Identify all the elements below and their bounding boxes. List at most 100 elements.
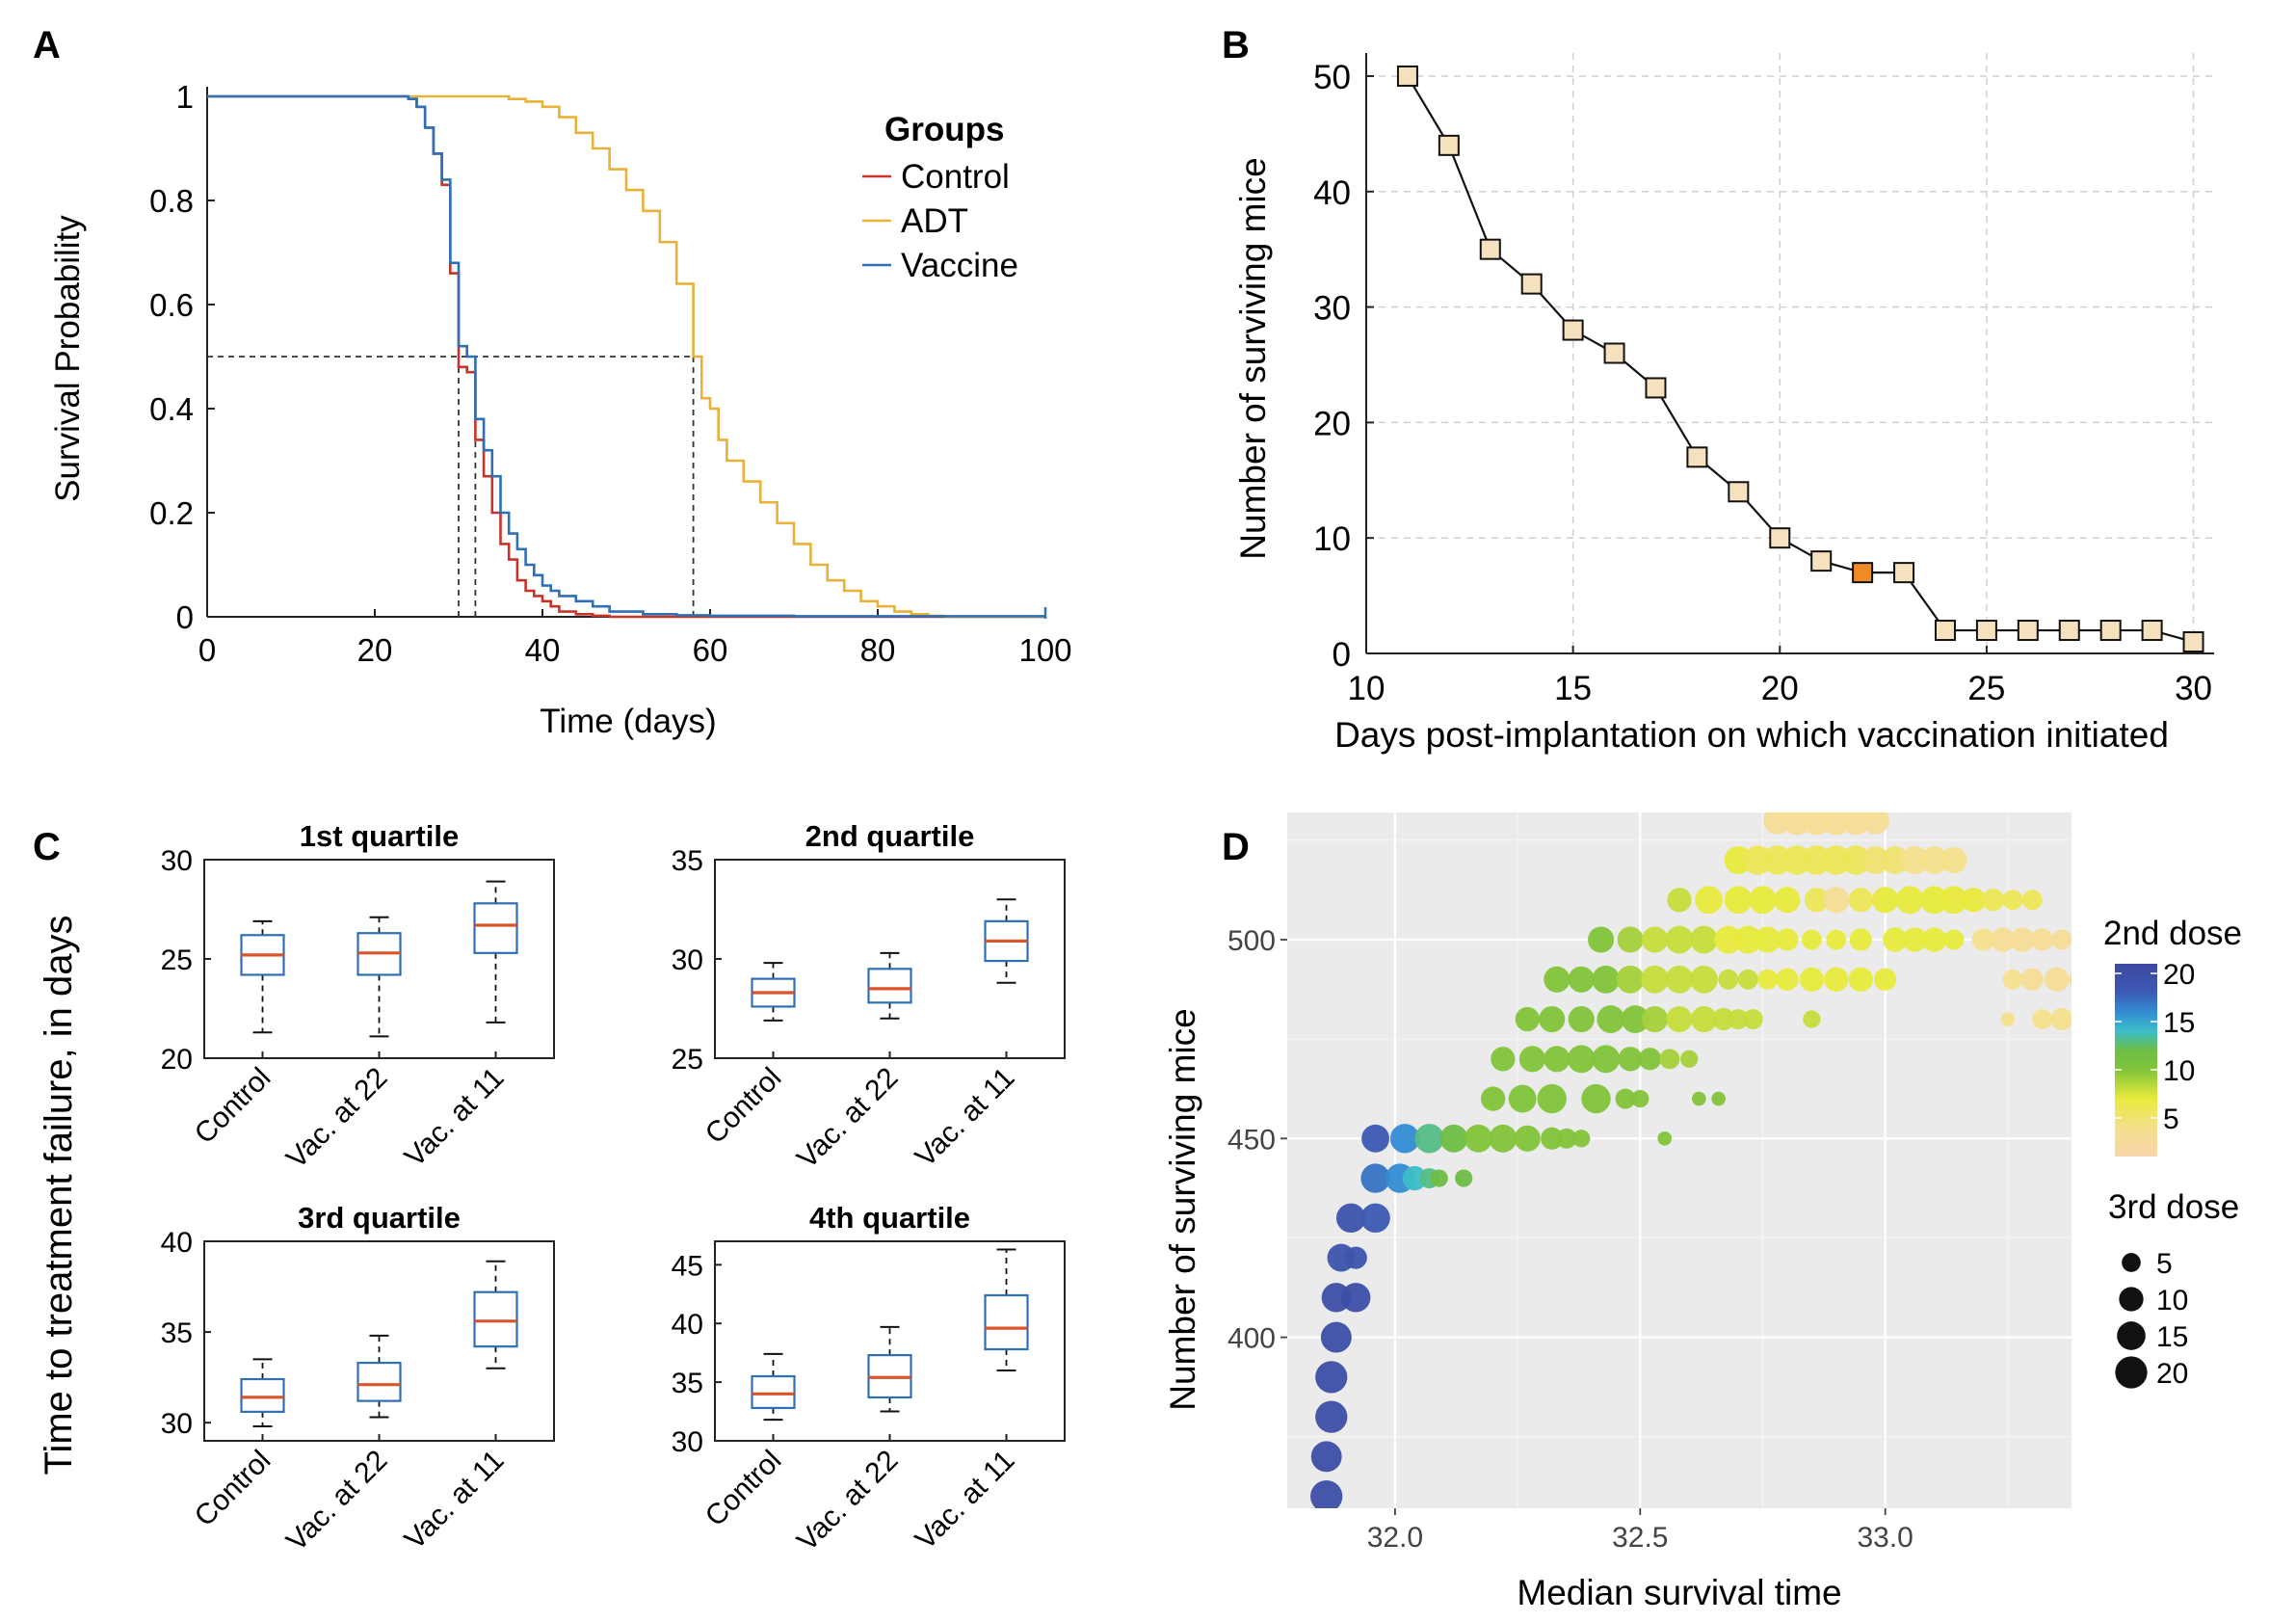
panel-b-y-tick-label: 0 <box>1333 636 1351 674</box>
panel-b-marker <box>1686 446 1708 468</box>
panel-c-y-tick-label: 35 <box>161 1317 193 1349</box>
panel-c-box <box>984 1293 1029 1351</box>
panel-d-point <box>1402 1165 1427 1191</box>
panel-d-size-key <box>2117 1321 2146 1350</box>
panel-b-y-tick-label: 30 <box>1313 290 1351 328</box>
panel-c-y-tick-label: 20 <box>161 1044 193 1076</box>
panel-d-point <box>1621 1005 1649 1033</box>
panel-d-point <box>1310 1479 1343 1508</box>
panel-a-y-tick-label: 0 <box>176 599 194 635</box>
panel-b-marker <box>2182 631 2204 653</box>
panel-c-x-tick-label: Control <box>189 1445 277 1533</box>
panel-b-line <box>1406 75 2194 644</box>
panel-d-point <box>1776 968 1799 991</box>
panel-d-dose-scatter: Median survival time Number of surviving… <box>1163 812 2242 1612</box>
panel-d-point <box>2000 1012 2016 1026</box>
panel-c-y-tick-label: 30 <box>672 944 703 976</box>
panel-d-point <box>2020 968 2044 991</box>
panel-b-marker <box>2058 620 2080 642</box>
panel-d-color-bar <box>2115 964 2157 1157</box>
panel-d-point <box>1920 846 1948 874</box>
panel-b-marker <box>1438 134 1460 156</box>
panel-d-point <box>1568 1005 1595 1033</box>
panel-d-point <box>1733 925 1762 954</box>
panel-d-point <box>1597 1005 1625 1033</box>
panel-c-subplot-title: 3rd quartile <box>298 1201 461 1235</box>
panel-b-ylabel: Number of surviving mice <box>1233 157 1273 559</box>
panel-d-point <box>1826 929 1847 950</box>
panel-b-xlabel: Days post-implantation on which vaccinat… <box>1334 715 2169 755</box>
panel-d-color-tick-label: 10 <box>2163 1055 2195 1087</box>
panel-label-b: B <box>1222 24 1250 66</box>
panel-d-point <box>1714 925 1743 954</box>
panel-d-size-key <box>2115 1356 2148 1389</box>
panel-d-point <box>1666 1005 1693 1033</box>
panel-d-point <box>1389 1124 1420 1154</box>
panel-b-y-tick-label: 40 <box>1313 174 1351 212</box>
panel-d-point <box>1335 1203 1366 1234</box>
panel-d-point <box>1849 928 1872 951</box>
panel-a-x-tick-label: 20 <box>357 632 393 668</box>
panel-d-point <box>1861 812 1889 835</box>
panel-c-y-tick-label: 25 <box>161 944 193 976</box>
panel-c-ylabel: Time to treatment failure, in days <box>38 916 80 1476</box>
panel-c-box <box>473 902 518 954</box>
panel-b-marker <box>2099 620 2122 642</box>
panel-d-point <box>1824 967 1849 992</box>
panel-d-point <box>1902 927 1927 952</box>
panel-d-y-tick-label: 400 <box>1227 1323 1276 1355</box>
panel-d-size-tick-label: 10 <box>2156 1285 2188 1316</box>
panel-d-point <box>2050 1007 2072 1031</box>
panel-c-x-tick-label: Vac. at 11 <box>399 1445 511 1556</box>
panel-d-point <box>1799 967 1825 992</box>
panel-d-point <box>1728 1009 1749 1030</box>
panel-d-point <box>2021 890 2043 911</box>
panel-b-marker <box>1769 527 1791 549</box>
panel-d-size-tick-label: 15 <box>2156 1321 2188 1353</box>
panel-c-boxplots: Time to treatment failure, in days 1st q… <box>38 819 1066 1557</box>
panel-d-point <box>1742 1009 1763 1030</box>
panel-d-point <box>1592 965 1621 994</box>
panel-c-x-tick-label: Vac. at 22 <box>791 1062 904 1175</box>
panel-d-point <box>1641 965 1669 994</box>
panel-d-point <box>1491 1047 1516 1072</box>
panel-d-point <box>2069 971 2072 987</box>
panel-c-subplot-3: 3rd quartile 30 35 40 Control Vac. at 22 Vac. … <box>161 1201 555 1557</box>
panel-d-point <box>1341 1283 1371 1313</box>
panel-c-x-tick-label: Vac. at 11 <box>910 1445 1021 1556</box>
panel-b-marker <box>2017 620 2039 642</box>
panel-d-point <box>1489 1124 1517 1153</box>
panel-label-d: D <box>1222 826 1250 868</box>
panel-c-x-tick-label: Vac. at 11 <box>399 1062 511 1174</box>
panel-d-point <box>1567 1045 1596 1074</box>
panel-d-point <box>1361 1124 1389 1153</box>
panel-b-x-tick-label: 25 <box>1967 670 2005 707</box>
panel-d-point <box>1872 887 1899 914</box>
panel-a-y-tick-label: 0.4 <box>149 391 194 427</box>
panel-a-x-tick-label: 0 <box>198 632 216 668</box>
panel-c-subplot-2: 2nd quartile 25 30 35 Control Vac. at 22 Vac. … <box>672 819 1066 1175</box>
panel-b-marker-highlight <box>1852 562 1874 584</box>
panel-d-point <box>1757 969 1779 990</box>
panel-d-point <box>1556 1128 1577 1149</box>
panel-d-point <box>1481 1086 1506 1111</box>
panel-d-point <box>1695 886 1723 915</box>
color-legend-title: 2nd dose <box>2103 915 2242 952</box>
panel-b-y-tick-label: 20 <box>1313 405 1351 442</box>
panel-d-point <box>1895 886 1924 915</box>
panel-c-x-tick-label: Control <box>699 1062 788 1151</box>
panel-d-point <box>1572 1130 1591 1148</box>
panel-d-point <box>1690 1005 1718 1033</box>
panel-c-y-tick-label: 25 <box>672 1044 703 1076</box>
panel-b-marker <box>1603 342 1625 364</box>
panel-d-point <box>2030 928 2054 951</box>
panel-d-point <box>1641 926 1669 953</box>
panel-c-y-tick-label: 35 <box>672 845 703 877</box>
panel-d-point <box>1515 1006 1540 1032</box>
panel-c-subplot-title: 2nd quartile <box>805 819 975 853</box>
panel-d-x-tick-label: 32.5 <box>1612 1522 1668 1554</box>
panel-b-marker <box>1975 620 1997 642</box>
panel-d-point <box>1518 1046 1545 1073</box>
panel-c-y-tick-label: 30 <box>161 845 193 877</box>
panel-c-x-tick-label: Vac. at 11 <box>910 1062 1021 1174</box>
